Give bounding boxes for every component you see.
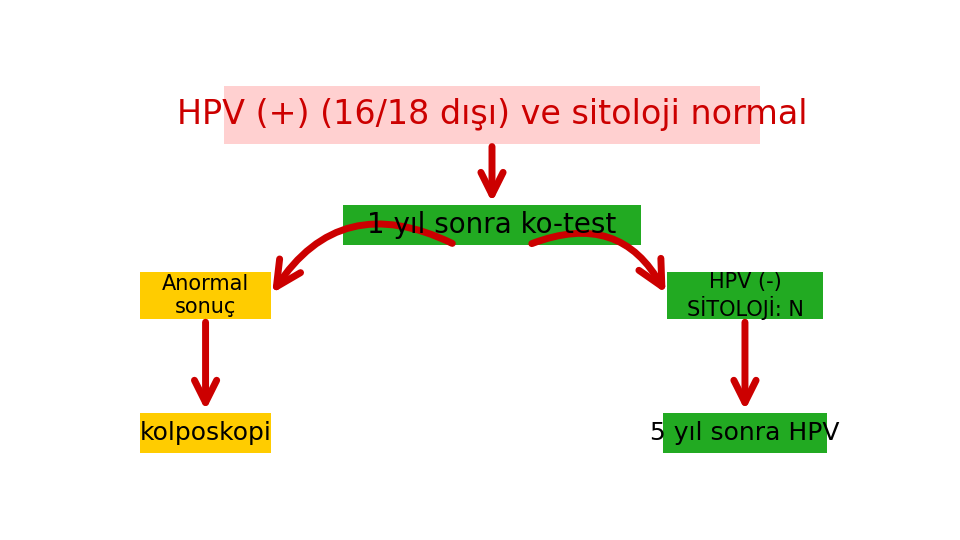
FancyBboxPatch shape	[344, 205, 641, 245]
Text: HPV (-)
SİTOLOJİ: N: HPV (-) SİTOLOJİ: N	[686, 272, 804, 320]
FancyBboxPatch shape	[225, 85, 760, 144]
Text: Anormal
sonuç: Anormal sonuç	[162, 274, 250, 317]
FancyBboxPatch shape	[140, 413, 271, 453]
Text: HPV (+) (16/18 dışı) ve sitoloji normal: HPV (+) (16/18 dışı) ve sitoloji normal	[177, 98, 807, 131]
FancyBboxPatch shape	[663, 413, 827, 453]
Text: 5 yıl sonra HPV: 5 yıl sonra HPV	[650, 421, 840, 445]
Text: 1 yıl sonra ko-test: 1 yıl sonra ko-test	[368, 211, 616, 239]
FancyBboxPatch shape	[667, 272, 823, 320]
FancyBboxPatch shape	[140, 272, 271, 320]
Text: kolposkopi: kolposkopi	[139, 421, 272, 445]
